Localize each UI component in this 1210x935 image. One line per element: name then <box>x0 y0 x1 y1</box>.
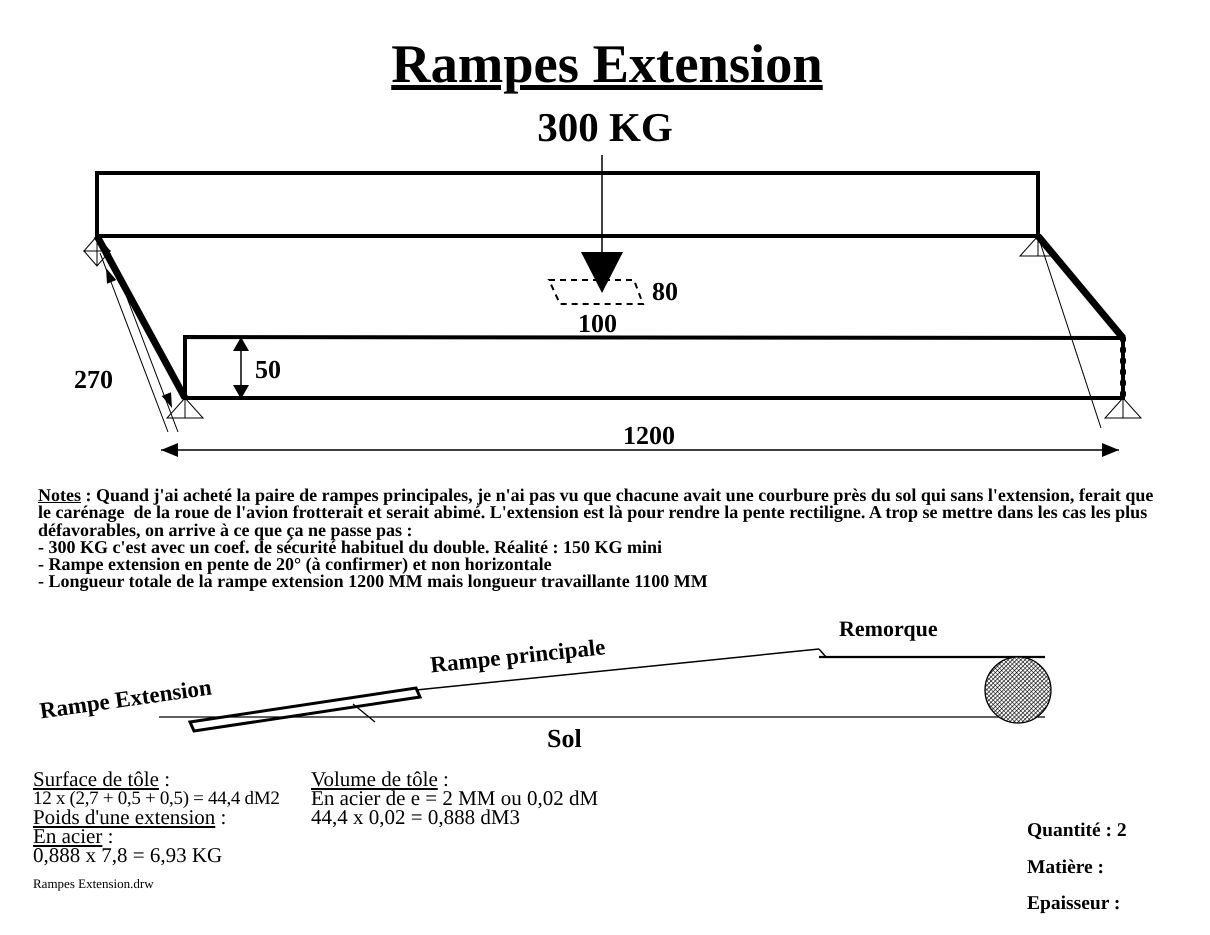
svg-text:Rampe principale: Rampe principale <box>429 634 606 677</box>
svg-text:Remorque: Remorque <box>839 616 938 641</box>
svg-text:Sol: Sol <box>547 724 582 753</box>
svg-text:Rampe Extension: Rampe Extension <box>38 675 213 724</box>
